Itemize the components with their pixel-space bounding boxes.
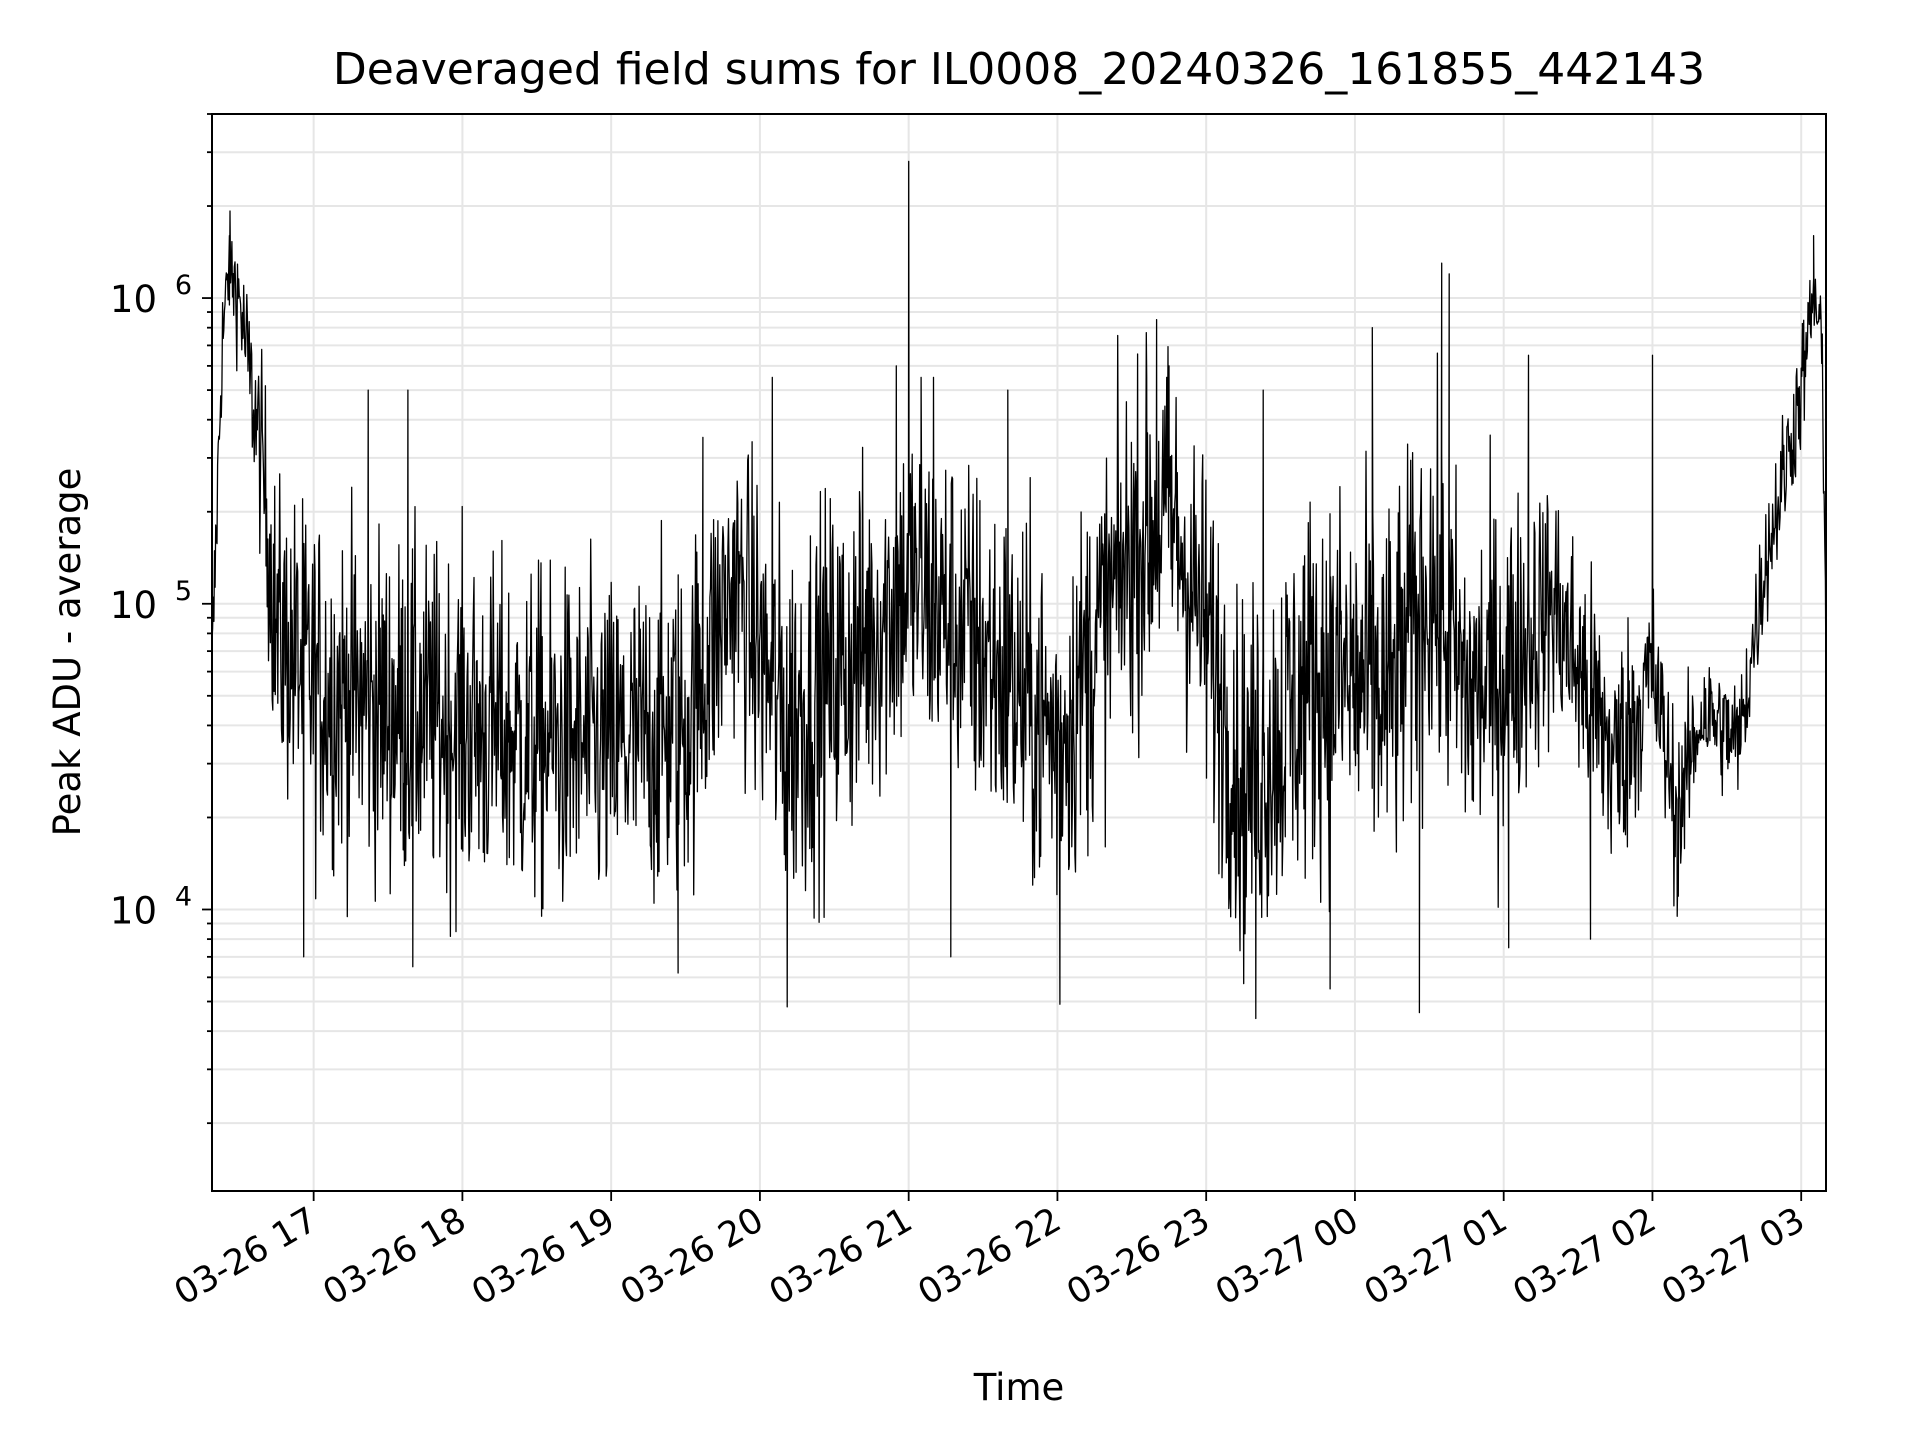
y-tick-exponent: 6 (175, 270, 192, 301)
y-tick-label: 10 (110, 584, 157, 627)
plot-frame (211, 113, 1827, 1192)
y-tick-label: 10 (110, 889, 157, 932)
series-path (211, 160, 1827, 1020)
series-line (211, 160, 1827, 1020)
y-tick-label: 10 (110, 278, 157, 321)
chart-title: Deaveraged field sums for IL0008_2024032… (333, 44, 1705, 95)
y-tick-exponent: 4 (175, 881, 192, 912)
y-axis-label: Peak ADU - average (46, 468, 89, 837)
x-axis-label: Time (973, 1366, 1065, 1409)
grid (212, 113, 1826, 1191)
y-tick-exponent: 5 (175, 576, 192, 607)
y-axis: 10 4 10 5 10 6 (110, 113, 212, 1125)
